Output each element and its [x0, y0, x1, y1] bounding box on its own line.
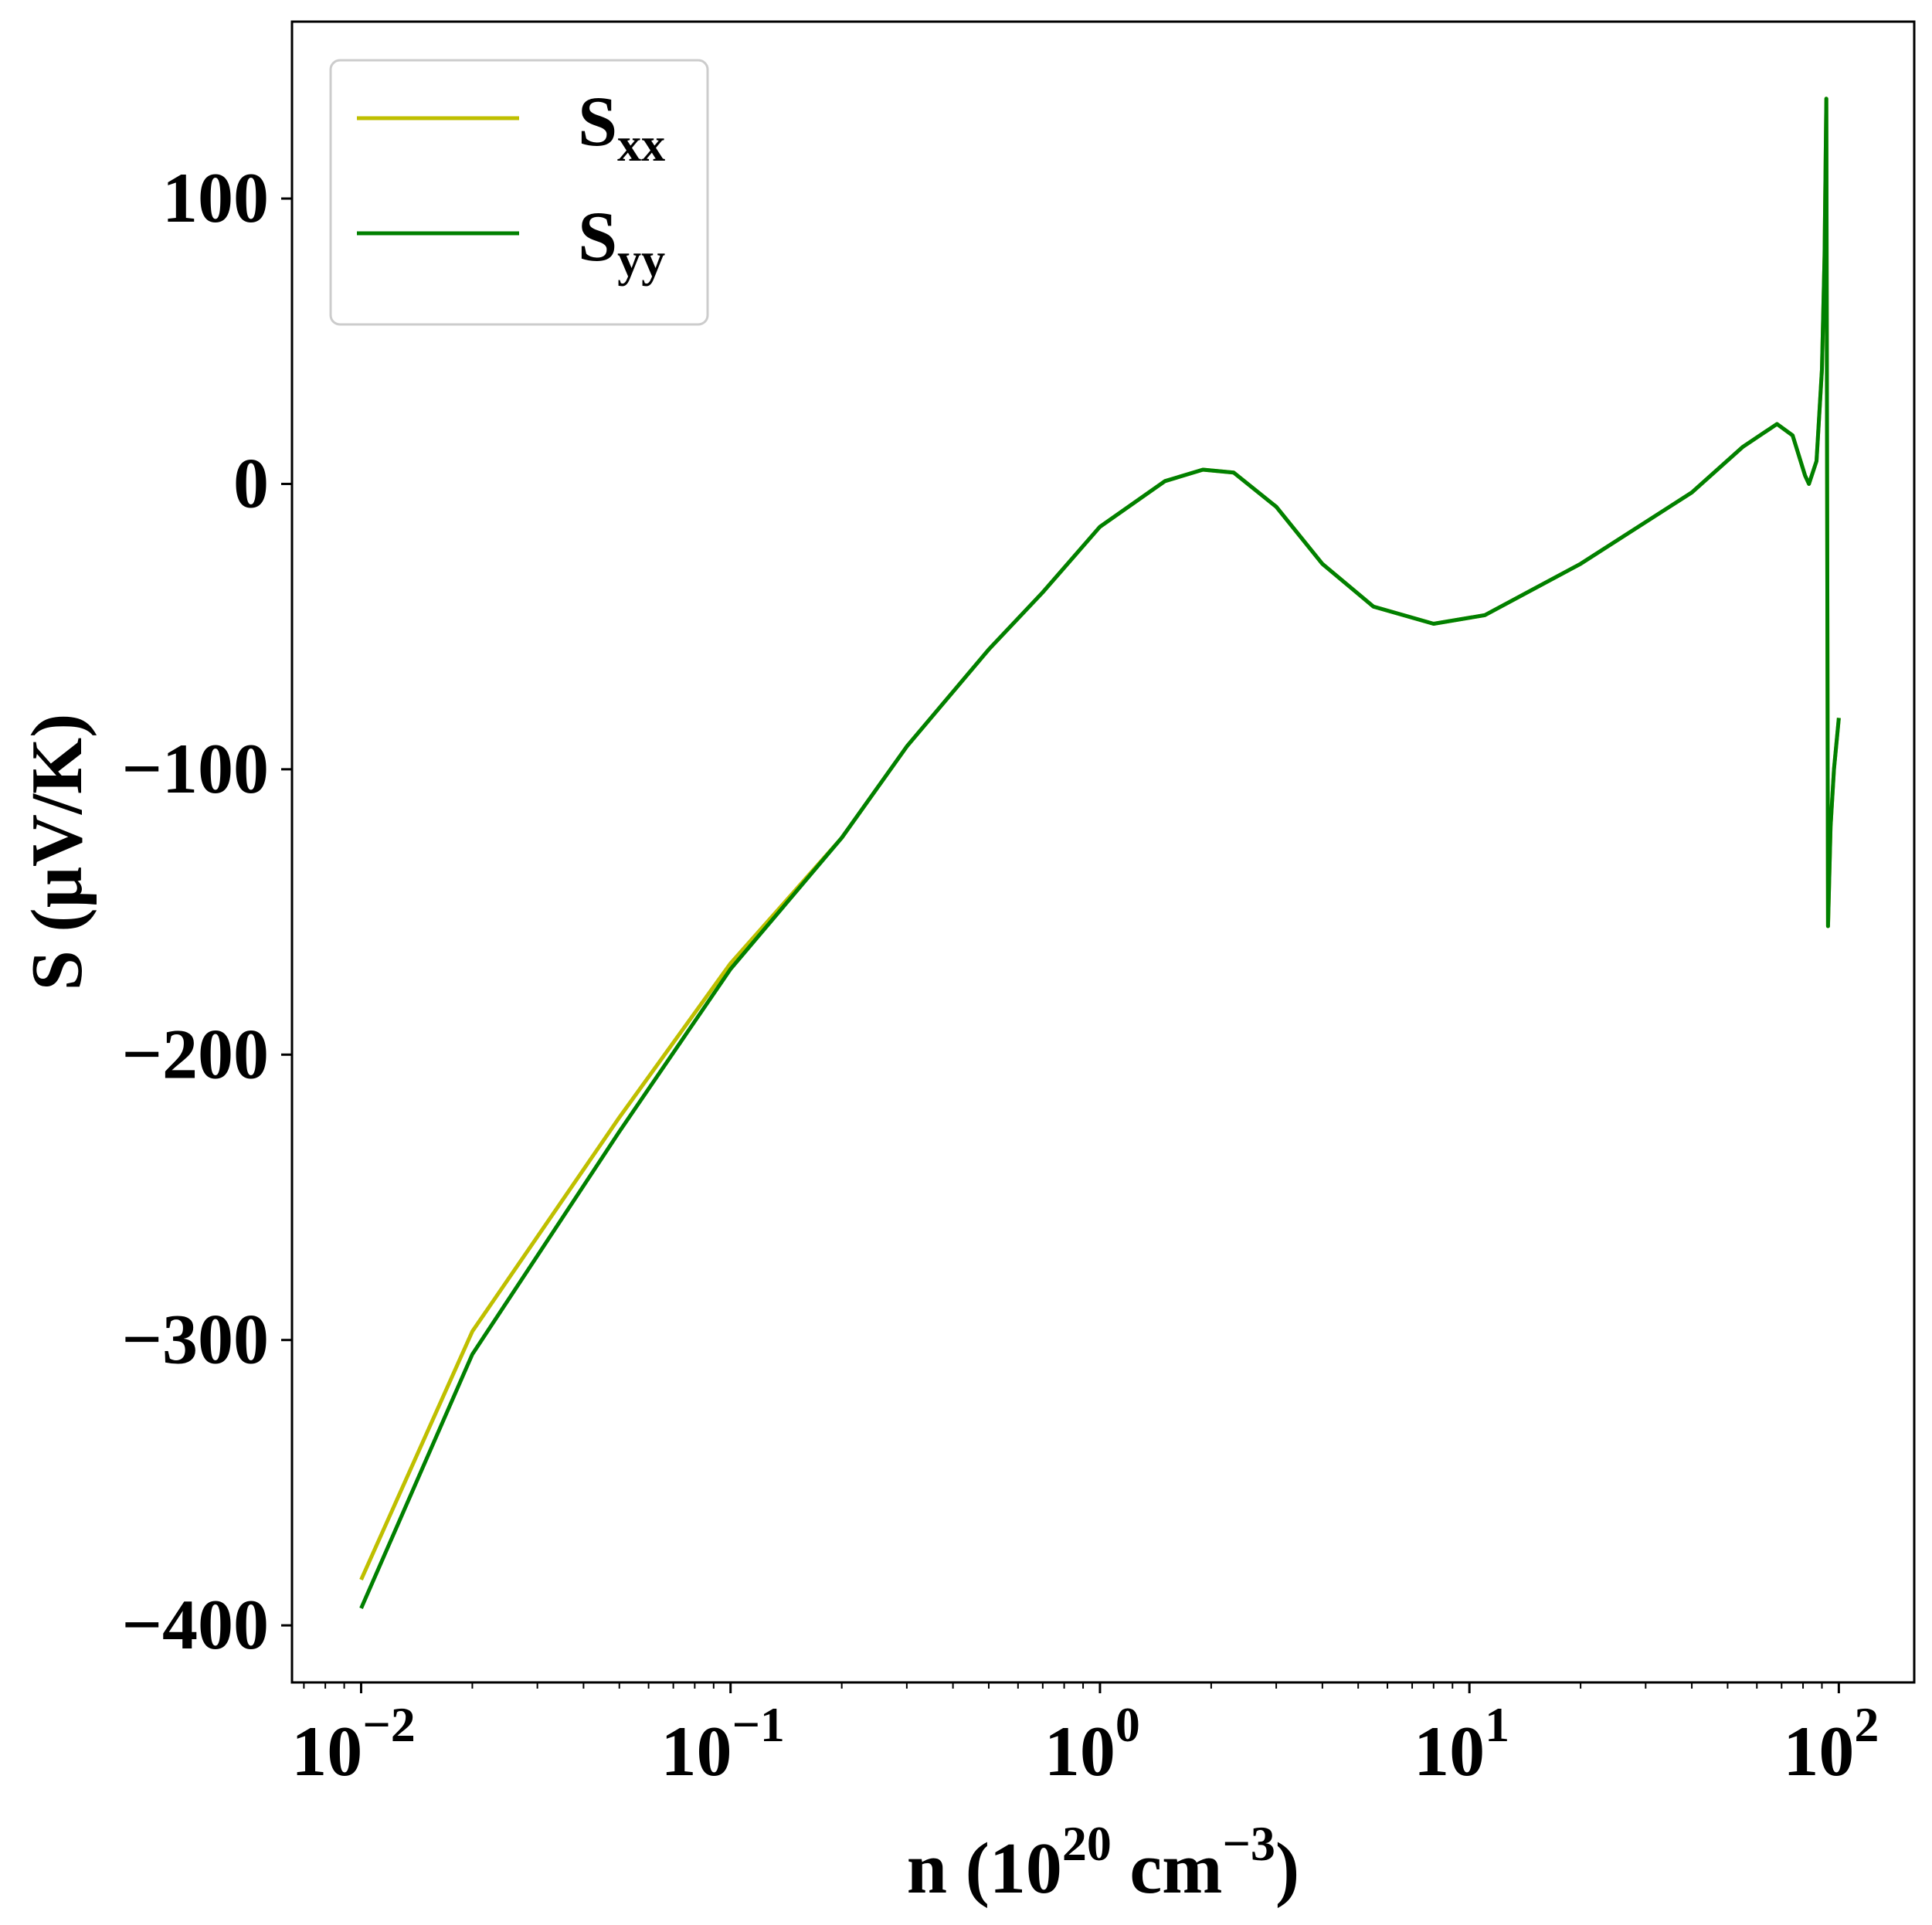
- legend-box: [329, 59, 709, 326]
- y-tick-label: −300: [122, 1300, 269, 1379]
- legend-label-syy: Syy: [578, 197, 665, 287]
- y-tick-label: 0: [233, 443, 269, 522]
- y-axis-label: S (μV/K): [17, 714, 97, 991]
- x-tick-label: 102: [1783, 1697, 1879, 1791]
- y-tick-label: −400: [122, 1585, 269, 1664]
- x-tick-label: 100: [1044, 1697, 1140, 1791]
- x-axis-ticks: 10−2 10−1 100 101 102: [291, 1682, 1879, 1791]
- y-tick-label: −100: [122, 729, 269, 808]
- y-axis-ticks: 100 0 −100 −200 −300 −400: [122, 158, 292, 1664]
- x-tick-label: 10−2: [291, 1697, 415, 1791]
- x-tick-label: 10−1: [660, 1697, 784, 1791]
- legend-label-sxx: Sxx: [578, 82, 665, 171]
- x-tick-label: 101: [1414, 1697, 1509, 1791]
- x-axis-label: n (1020 cm−3): [907, 1816, 1299, 1909]
- y-tick-label: 100: [162, 158, 269, 237]
- series-layer: [359, 97, 1841, 1610]
- series-line-yy: [359, 97, 1841, 1610]
- legend: Sxx Syy: [329, 59, 709, 326]
- y-tick-label: −200: [122, 1014, 269, 1093]
- axes-frame: [290, 20, 1916, 1684]
- plot-area: 10−2 10−1 100 101 102 100 0 −100 −200 −300 −400: [122, 20, 1916, 1791]
